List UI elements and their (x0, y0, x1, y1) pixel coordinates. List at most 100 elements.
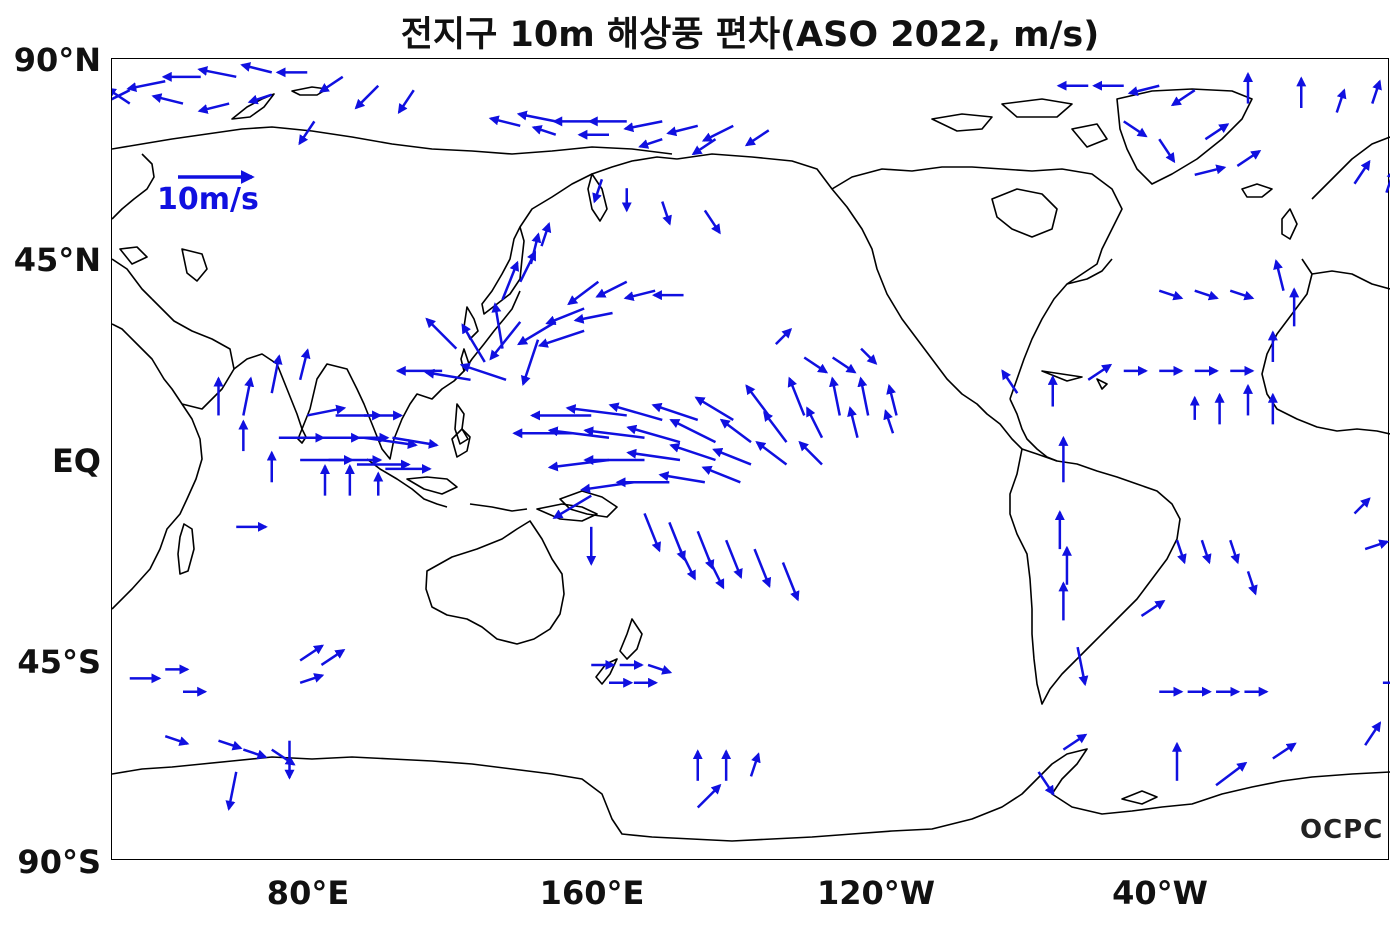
wind-vector (547, 426, 610, 439)
wind-vector (1194, 164, 1227, 177)
wind-vector (1194, 289, 1219, 301)
x-tick-label-120w: 120°W (816, 874, 936, 912)
wind-vector (719, 418, 752, 444)
wind-anomaly-vectors (112, 62, 1390, 811)
wind-vector (647, 663, 673, 675)
wind-vector (1229, 539, 1240, 565)
wind-vector (626, 448, 681, 462)
wind-vector (1076, 646, 1089, 687)
wind-vector (164, 735, 190, 746)
wind-vector (755, 441, 788, 466)
wind-vector (691, 138, 717, 156)
wind-vector (1204, 123, 1230, 141)
world-map-canvas (112, 62, 1390, 842)
wind-vector (669, 442, 716, 462)
wind-vector (1140, 600, 1166, 617)
wind-vector (1273, 259, 1285, 291)
wind-vector (1175, 539, 1187, 565)
wind-vector (724, 539, 743, 580)
wind-vector (661, 201, 672, 226)
wind-vector (608, 402, 663, 422)
wind-vector (540, 222, 552, 247)
y-tick-label-90s: 90°S (17, 843, 101, 881)
wind-vector (623, 289, 656, 301)
wind-vector (1385, 168, 1390, 194)
wind-vector (488, 115, 521, 128)
wind-vector (753, 548, 772, 588)
wind-vector (197, 66, 237, 79)
y-tick-label-45s: 45°S (17, 643, 101, 681)
wind-vector (218, 739, 243, 751)
wind-vector (745, 384, 770, 417)
wind-vector (658, 471, 706, 484)
wind-vector (829, 376, 841, 416)
y-tick-label-45n: 45°N (13, 241, 101, 279)
wind-vector (298, 348, 311, 381)
wind-vector (529, 232, 542, 265)
wind-vector (1123, 120, 1148, 138)
wind-vector (774, 327, 793, 346)
wind-vector (461, 323, 486, 363)
wind-vector (651, 402, 699, 422)
wind-vector (1364, 539, 1390, 551)
wind-vector (363, 436, 418, 449)
wind-vector (567, 280, 600, 306)
wind-vector (763, 410, 788, 443)
wind-vector (1353, 497, 1371, 515)
reference-vector-label: 10m/s (157, 182, 259, 217)
wind-vector (678, 548, 696, 581)
wind-vector (1170, 89, 1196, 107)
wind-vector (489, 321, 522, 361)
wind-vector (831, 356, 857, 374)
wind-vector (1200, 539, 1212, 565)
wind-vector (857, 376, 870, 416)
wind-vector (531, 125, 557, 136)
wind-vector (1272, 742, 1297, 760)
wind-vector (242, 376, 255, 416)
wind-vector (703, 209, 721, 235)
wind-vector (320, 649, 346, 666)
wind-vector (1335, 88, 1347, 113)
map-plot-area (111, 58, 1390, 860)
wind-vector (749, 752, 761, 777)
wind-vector (1229, 289, 1255, 301)
wind-vector (1158, 289, 1184, 301)
wind-vector (354, 84, 380, 110)
wind-vector (1364, 721, 1382, 746)
wind-vector (595, 280, 628, 298)
wind-vector (701, 465, 741, 484)
wind-vector (883, 409, 895, 434)
wind-vector (318, 75, 344, 93)
wind-vector (392, 436, 439, 449)
wind-vector (707, 557, 725, 590)
wind-vector (270, 354, 283, 394)
wind-vector (1246, 570, 1258, 596)
map-title: 전지구 10m 해상풍 편차(ASO 2022, m/s) (400, 15, 1100, 55)
wind-vector (501, 260, 519, 301)
wind-vector (197, 102, 230, 114)
wind-vector (491, 302, 504, 349)
wind-vector (151, 93, 184, 105)
wind-vector (1158, 138, 1176, 164)
wind-vector (1127, 84, 1160, 97)
wind-vector (847, 406, 859, 439)
wind-vector (701, 124, 734, 142)
wind-vector (520, 339, 540, 386)
wind-vector (126, 80, 166, 93)
wind-vector (1236, 150, 1262, 167)
wind-vector (666, 124, 699, 137)
wind-vector (299, 644, 325, 662)
wind-vector (1371, 79, 1382, 104)
wind-vector (573, 311, 613, 324)
y-tick-label-eq: EQ (51, 442, 101, 480)
wind-vector (247, 93, 273, 105)
wind-vector (298, 120, 316, 146)
wind-vector (1087, 363, 1113, 381)
x-tick-label-160e: 160°E (539, 874, 645, 912)
coastlines (112, 86, 1390, 842)
wind-vector (1353, 159, 1371, 185)
wind-vector (552, 494, 592, 519)
wind-vector (516, 110, 556, 123)
wind-vector (545, 307, 585, 325)
wind-vector (537, 329, 585, 348)
